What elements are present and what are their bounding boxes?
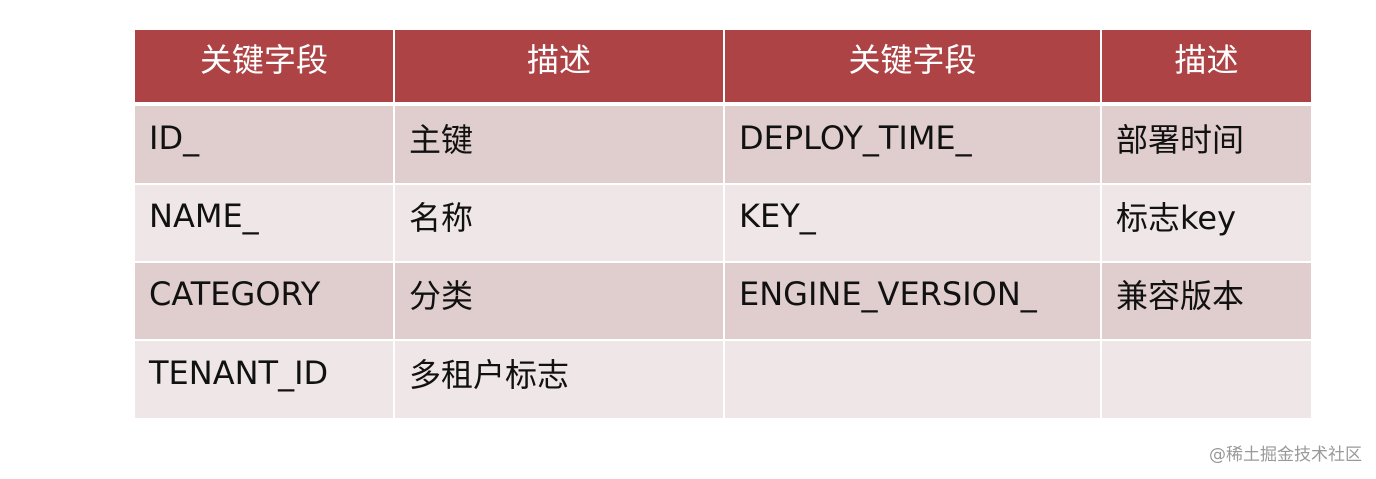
table-header: 关键字段 bbox=[135, 30, 393, 102]
watermark: @稀土掘金技术社区 bbox=[1209, 445, 1362, 465]
fields-table: 关键字段 描述 关键字段 描述 ID_ 主键 DEPLOY_TIME_ 部署时间… bbox=[135, 30, 1311, 418]
table-cell: NAME_ bbox=[135, 185, 393, 261]
table-cell: 名称 bbox=[395, 185, 723, 261]
table-cell: 标志key bbox=[1102, 185, 1311, 261]
table-cell: DEPLOY_TIME_ bbox=[725, 106, 1100, 183]
table-header: 描述 bbox=[395, 30, 723, 102]
table-cell: 多租户标志 bbox=[395, 341, 723, 418]
table-cell: 分类 bbox=[395, 263, 723, 339]
table-cell: 兼容版本 bbox=[1102, 263, 1311, 339]
table-cell: TENANT_ID bbox=[135, 341, 393, 418]
table-cell: ENGINE_VERSION_ bbox=[725, 263, 1100, 339]
table-cell: KEY_ bbox=[725, 185, 1100, 261]
table-cell: ID_ bbox=[135, 106, 393, 183]
table-cell: 主键 bbox=[395, 106, 723, 183]
table-header: 描述 bbox=[1102, 30, 1311, 102]
table-cell bbox=[725, 341, 1100, 418]
table-header: 关键字段 bbox=[725, 30, 1100, 102]
table-cell: 部署时间 bbox=[1102, 106, 1311, 183]
table-cell bbox=[1102, 341, 1311, 418]
table-cell: CATEGORY bbox=[135, 263, 393, 339]
